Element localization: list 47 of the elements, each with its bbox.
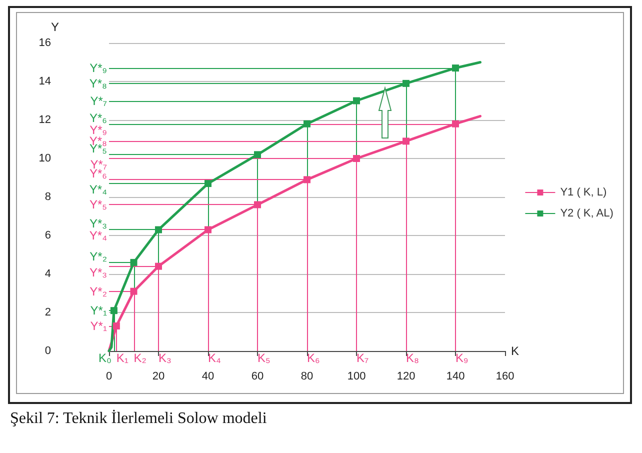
ref-line-label: Y*₂	[90, 284, 108, 298]
ref-line-label: Y*₈	[89, 76, 108, 90]
y-tick-label: 10	[38, 152, 51, 164]
ref-line-label: K₉	[456, 351, 469, 365]
x-tick-label: 140	[446, 370, 465, 382]
ref-line-label: Y*₃	[89, 265, 108, 280]
x-axis-title: K	[511, 344, 520, 358]
x-tick-label: 120	[396, 370, 416, 382]
ref-line-label: Y*₄	[89, 228, 108, 243]
ref-line-label: K₄	[208, 351, 222, 365]
x-tick-label: 80	[300, 370, 314, 382]
legend-label: Y2 ( K, AL)	[560, 208, 614, 220]
x-tick-label: 0	[106, 370, 112, 382]
y-axis-title: Y	[50, 20, 59, 34]
x-tick-label: 20	[152, 370, 165, 382]
ref-line-label: K₅	[258, 351, 271, 365]
ref-line-label: Y*₇	[90, 94, 107, 108]
y-tick-label: 14	[38, 76, 51, 88]
y-tick-label: 12	[38, 114, 51, 126]
y-tick-label: 2	[44, 306, 51, 318]
x-tick-label: 100	[347, 370, 366, 382]
text: Şekil 7: Teknik İlerlemeli Solow modeli	[10, 410, 267, 428]
ref-line-label: K₈	[406, 351, 420, 365]
ref-line-label: Y*₁	[90, 318, 107, 333]
ref-line-label: Y*₉	[90, 61, 108, 76]
ref-line-label: K₂	[134, 351, 147, 365]
y-tick-label: 0	[44, 345, 51, 357]
x-tick-label: 160	[496, 370, 514, 382]
ref-line-label: K₆	[307, 351, 320, 365]
ref-line-label: Y*₂	[90, 249, 108, 264]
ref-line-label: K₇	[356, 351, 369, 365]
ref-line-label: K₃	[158, 351, 172, 365]
y-tick-label: 6	[44, 230, 51, 242]
ref-line-label: Y*₄	[89, 182, 108, 197]
legend-label: Y1 ( K, L)	[560, 186, 607, 198]
ref-line-label: Y*₆	[89, 110, 108, 125]
ref-line-label: Y*₁	[90, 304, 107, 318]
x-tick-label: 40	[202, 370, 214, 382]
y-tick-label: 4	[44, 268, 51, 280]
ref-line-label: Y*₃	[89, 216, 108, 231]
ref-line-label: Y*₅	[89, 198, 108, 212]
x-tick-label: 60	[251, 370, 264, 382]
y-tick-label: 16	[38, 37, 51, 49]
ref-line-label: K₁	[116, 351, 128, 365]
y-tick-label: 8	[44, 191, 51, 203]
ref-line-label: Y*₉	[90, 122, 108, 137]
annotation: K₀	[98, 351, 112, 365]
